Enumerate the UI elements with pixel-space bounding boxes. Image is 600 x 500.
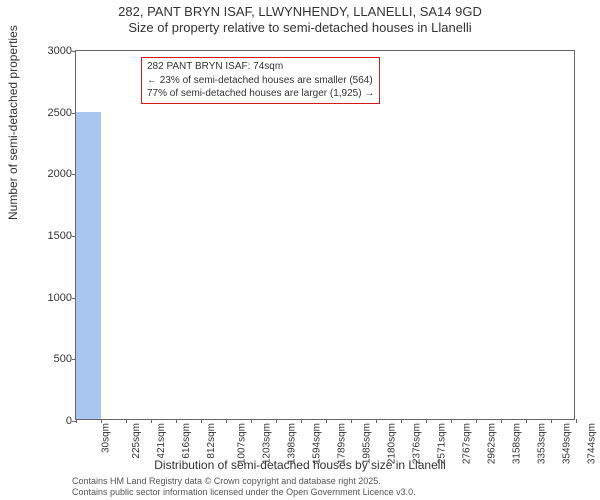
x-tick-mark [401, 419, 402, 423]
x-tick-mark [426, 419, 427, 423]
x-tick-mark [276, 419, 277, 423]
y-tick-label: 3000 [48, 45, 72, 57]
attribution-line1: Contains HM Land Registry data © Crown c… [72, 476, 416, 487]
attribution: Contains HM Land Registry data © Crown c… [72, 476, 416, 499]
x-tick-label: 812sqm [206, 423, 217, 459]
y-tick-label: 2000 [48, 168, 72, 180]
y-axis-label: Number of semi-detached properties [6, 25, 20, 220]
title-line2: Size of property relative to semi-detach… [0, 20, 600, 36]
annotation-line: 282 PANT BRYN ISAF: 74sqm [147, 60, 374, 74]
x-tick-label: 421sqm [156, 423, 167, 459]
x-tick-mark [201, 419, 202, 423]
x-tick-label: 30sqm [101, 423, 112, 453]
x-axis-label: Distribution of semi-detached houses by … [0, 458, 600, 472]
x-tick-mark [176, 419, 177, 423]
x-tick-mark [526, 419, 527, 423]
x-tick-mark [451, 419, 452, 423]
x-tick-mark [326, 419, 327, 423]
histogram-bar [76, 112, 101, 419]
x-tick-mark [476, 419, 477, 423]
x-tick-mark [501, 419, 502, 423]
x-tick-mark [301, 419, 302, 423]
y-tick-label: 500 [54, 353, 72, 365]
y-tick-label: 2500 [48, 107, 72, 119]
chart-plot-area: 05001000150020002500300030sqm225sqm421sq… [75, 50, 575, 420]
attribution-line2: Contains public sector information licen… [72, 487, 416, 498]
x-tick-mark [76, 419, 77, 423]
x-tick-mark [351, 419, 352, 423]
x-tick-mark [376, 419, 377, 423]
y-tick-label: 1500 [48, 230, 72, 242]
x-tick-mark [576, 419, 577, 423]
x-tick-mark [551, 419, 552, 423]
x-tick-mark [251, 419, 252, 423]
chart-title: 282, PANT BRYN ISAF, LLWYNHENDY, LLANELL… [0, 0, 600, 37]
annotation-line: 77% of semi-detached houses are larger (… [147, 87, 374, 101]
title-line1: 282, PANT BRYN ISAF, LLWYNHENDY, LLANELL… [0, 4, 600, 20]
annotation-line: ← 23% of semi-detached houses are smalle… [147, 74, 374, 88]
x-tick-mark [101, 419, 102, 423]
annotation-box: 282 PANT BRYN ISAF: 74sqm← 23% of semi-d… [141, 57, 380, 104]
x-tick-mark [126, 419, 127, 423]
x-tick-mark [226, 419, 227, 423]
y-tick-mark [72, 51, 76, 52]
y-tick-label: 1000 [48, 292, 72, 304]
x-tick-label: 616sqm [181, 423, 192, 459]
x-tick-mark [151, 419, 152, 423]
x-tick-label: 225sqm [131, 423, 142, 459]
